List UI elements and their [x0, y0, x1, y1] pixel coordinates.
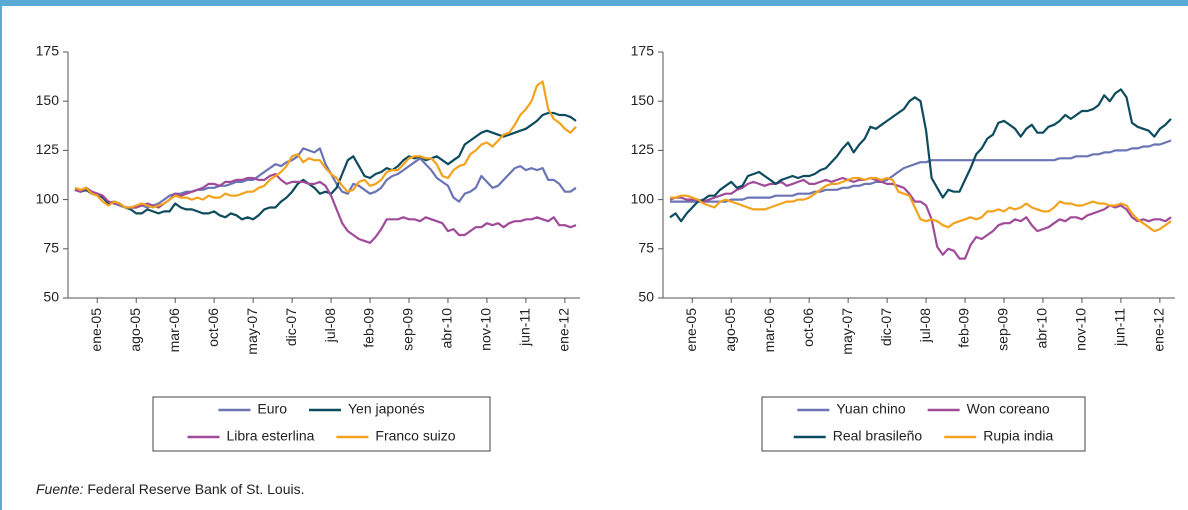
- x-tick-label: dic-07: [283, 308, 299, 346]
- legend-row: Euro Yen japonés: [218, 401, 425, 417]
- y-tick-label: 100: [631, 190, 655, 206]
- x-tick-label: ene-05: [683, 308, 699, 352]
- x-tick-label: nov-10: [1073, 308, 1089, 351]
- legend-label: Real brasileño: [833, 428, 923, 444]
- y-tick-label: 175: [36, 43, 60, 59]
- y-tick-label: 50: [43, 289, 59, 305]
- x-tick-label: dic-07: [878, 308, 894, 346]
- series-line: [670, 139, 1172, 203]
- y-tick-label: 50: [638, 289, 654, 305]
- y-tick-label: 125: [36, 141, 60, 157]
- top-band: [0, 0, 1188, 6]
- legend-box: [152, 396, 491, 452]
- x-tick-label: ene-05: [88, 308, 104, 352]
- legend-label: Libra esterlina: [226, 428, 314, 444]
- legend-row: Yuan chino Won coreano: [797, 401, 1050, 417]
- x-tick-label: mar-06: [166, 308, 182, 353]
- source-label: Fuente:: [36, 481, 84, 497]
- series-line: [74, 80, 577, 209]
- x-tick-label: jun-11: [517, 308, 533, 347]
- y-tick-label: 125: [631, 141, 655, 157]
- source: Fuente: Federal Reserve Bank of St. Loui…: [36, 481, 304, 497]
- y-tick-label: 175: [631, 43, 655, 59]
- x-tick-label: jun-11: [1112, 308, 1128, 347]
- x-tick-label: abr-10: [1034, 308, 1050, 349]
- y-tick-label: 100: [36, 190, 60, 206]
- legend-label: Rupia india: [983, 428, 1053, 444]
- x-tick-label: jul-08: [322, 308, 338, 343]
- series-line: [669, 88, 1172, 223]
- y-tick-label: 150: [631, 92, 655, 108]
- x-tick-label: oct-06: [205, 308, 221, 347]
- x-tick-label: ene-12: [556, 308, 572, 352]
- legend-box: [761, 396, 1086, 452]
- series-line: [74, 172, 577, 244]
- legend-row: Libra esterlina Franco suizo: [187, 428, 456, 444]
- series-line: [74, 111, 577, 221]
- series-line: [669, 176, 1172, 260]
- legend-label: Euro: [257, 401, 287, 417]
- x-tick-label: may-07: [244, 308, 260, 355]
- x-tick-label: ene-12: [1151, 308, 1167, 352]
- y-tick-label: 75: [43, 240, 59, 256]
- legend-label: Yuan chino: [836, 401, 905, 417]
- x-tick-label: feb-09: [361, 308, 377, 348]
- x-tick-label: nov-10: [478, 308, 494, 351]
- y-tick-label: 150: [36, 92, 60, 108]
- y-tick-label: 75: [638, 240, 654, 256]
- x-tick-label: ago-05: [127, 308, 143, 352]
- x-tick-label: jul-08: [917, 308, 933, 343]
- series-line: [74, 147, 577, 209]
- legend-label: Yen japonés: [348, 401, 425, 417]
- x-tick-label: feb-09: [956, 308, 972, 348]
- x-tick-label: oct-06: [800, 308, 816, 347]
- source-text: Federal Reserve Bank of St. Louis.: [87, 481, 304, 497]
- series-line: [670, 176, 1172, 233]
- left-border: [0, 0, 2, 510]
- x-tick-label: abr-10: [439, 308, 455, 349]
- legend-row: Real brasileño Rupia india: [793, 428, 1053, 444]
- x-tick-label: sep-09: [400, 308, 416, 351]
- x-tick-label: sep-09: [995, 308, 1011, 351]
- x-tick-label: ago-05: [722, 308, 738, 352]
- x-tick-label: may-07: [839, 308, 855, 355]
- x-tick-label: mar-06: [761, 308, 777, 353]
- legend-label: Won coreano: [967, 401, 1050, 417]
- legend-label: Franco suizo: [375, 428, 455, 444]
